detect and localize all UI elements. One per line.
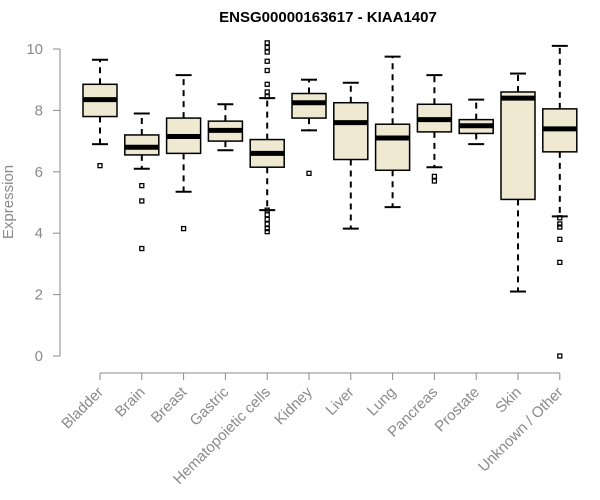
box-group: [333, 81, 369, 230]
outlier-point: [557, 259, 563, 266]
x-tick-label: Prostate: [431, 384, 483, 436]
outlier-point: [97, 163, 103, 169]
y-tick-label: 0: [35, 348, 43, 365]
outlier-point: [431, 178, 438, 184]
x-tick-label: Brain: [112, 384, 149, 421]
outlier-point: [264, 44, 270, 51]
x-tick-label: Liver: [323, 384, 358, 419]
box-group: [82, 58, 118, 169]
box-group: [207, 103, 244, 152]
outlier-point: [139, 182, 145, 189]
box-group: [542, 44, 578, 359]
outlier-point: [264, 67, 270, 74]
box-group: [374, 55, 411, 209]
x-tick-label: Bladder: [58, 384, 107, 433]
outlier-point: [431, 173, 438, 180]
x-tick-label: Breast: [148, 383, 191, 426]
x-tick-label: Skin: [492, 384, 525, 417]
chart-title: ENSG00000163617 - KIAA1407: [219, 9, 437, 26]
outlier-point: [264, 81, 270, 87]
outlier-point: [264, 40, 270, 46]
outlier-point: [264, 89, 270, 95]
box-group: [500, 72, 536, 293]
outlier-point: [264, 49, 270, 55]
y-axis-title: Expression: [0, 165, 17, 239]
plot-area: [82, 40, 578, 359]
y-tick-label: 2: [35, 287, 43, 304]
box-group: [291, 78, 327, 176]
box-group: [124, 112, 160, 252]
x-tick-label: Lung: [364, 384, 400, 420]
outlier-point: [264, 212, 270, 218]
y-tick-label: 4: [35, 225, 43, 242]
x-tick-label: Kidney: [271, 383, 316, 428]
iqr-box: [500, 91, 536, 201]
outlier-point: [557, 224, 563, 230]
y-tick-label: 6: [35, 164, 43, 181]
outlier-point: [557, 353, 563, 359]
outlier-point: [557, 215, 563, 221]
y-tick-label: 10: [26, 41, 43, 58]
box-group: [165, 74, 202, 232]
outlier-point: [264, 58, 270, 64]
outlier-point: [264, 221, 270, 227]
outlier-point: [557, 221, 563, 227]
box-group: [416, 74, 453, 184]
outlier-point: [264, 93, 270, 100]
outlier-point: [139, 198, 145, 204]
outlier-point: [264, 216, 270, 223]
box-group: [249, 40, 285, 235]
iqr-box: [374, 123, 411, 172]
iqr-box: [333, 101, 369, 161]
iqr-box: [291, 92, 327, 119]
outlier-point: [180, 225, 187, 232]
outlier-point: [306, 170, 312, 176]
box-group: [458, 98, 494, 146]
outlier-point: [264, 225, 270, 232]
y-axis: 0 2 4 6 8 10: [26, 41, 61, 365]
outlier-point: [139, 245, 145, 252]
y-tick-label: 8: [35, 102, 43, 119]
outlier-point: [557, 236, 563, 242]
outlier-point: [264, 229, 270, 235]
